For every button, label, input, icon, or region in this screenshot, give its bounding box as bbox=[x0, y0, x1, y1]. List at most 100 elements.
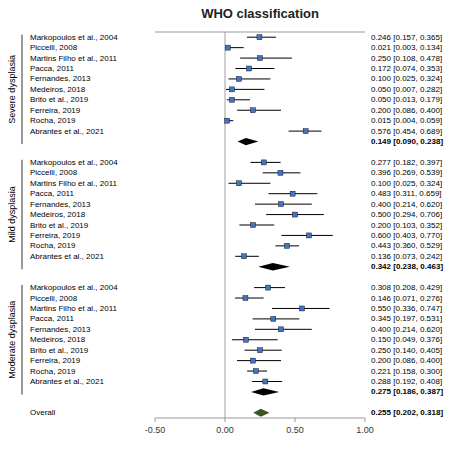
study-marker bbox=[290, 191, 295, 196]
study-name: Rocha, 2019 bbox=[30, 241, 76, 250]
ci-label: 0.288 [0.192, 0.408] bbox=[371, 377, 442, 386]
study-marker bbox=[278, 170, 283, 175]
overall-diamond bbox=[253, 409, 269, 417]
study-marker bbox=[230, 87, 235, 92]
summary-label: 0.275 [0.186, 0.387] bbox=[371, 387, 443, 396]
ci-line bbox=[235, 256, 259, 257]
study-name: Pacca, 2011 bbox=[30, 314, 74, 323]
ci-label: 0.246 [0.157, 0.365] bbox=[371, 33, 442, 42]
study-marker bbox=[303, 129, 308, 134]
study-marker bbox=[237, 181, 242, 186]
study-marker bbox=[266, 285, 271, 290]
study-marker bbox=[247, 66, 252, 71]
frame-top bbox=[155, 32, 365, 33]
study-marker bbox=[271, 316, 276, 321]
summary-diamond bbox=[251, 388, 279, 395]
ci-label: 0.600 [0.403, 0.770] bbox=[371, 231, 442, 240]
ci-label: 0.550 [0.336, 0.747] bbox=[371, 304, 442, 313]
ci-label: 0.136 [0.073, 0.242] bbox=[371, 252, 442, 261]
ci-line bbox=[237, 110, 281, 111]
study-marker bbox=[237, 76, 242, 81]
study-marker bbox=[258, 56, 263, 61]
ci-label: 0.100 [0.025, 0.324] bbox=[371, 179, 442, 188]
ci-label: 0.443 [0.360, 0.529] bbox=[371, 241, 442, 250]
ci-label: 0.250 [0.108, 0.478] bbox=[371, 54, 442, 63]
ci-line bbox=[240, 58, 292, 59]
study-marker bbox=[225, 45, 230, 50]
ci-line bbox=[235, 68, 274, 69]
ci-label: 0.400 [0.214, 0.620] bbox=[371, 200, 442, 209]
ci-label: 0.050 [0.013, 0.179] bbox=[371, 95, 442, 104]
study-name: Martins Filho et al., 2011 bbox=[30, 54, 118, 63]
study-marker bbox=[225, 118, 230, 123]
ci-line bbox=[232, 339, 278, 340]
x-tick bbox=[225, 418, 226, 422]
study-name: Markopoulos et al., 2004 bbox=[30, 283, 118, 292]
ci-label: 0.021 [0.003, 0.134] bbox=[371, 43, 442, 52]
study-name: Rocha, 2019 bbox=[30, 367, 76, 376]
ci-line bbox=[229, 78, 271, 79]
study-name: Brito et al., 2019 bbox=[30, 346, 89, 355]
study-name: Piccelli, 2008 bbox=[30, 168, 78, 177]
ci-label: 0.050 [0.007, 0.282] bbox=[371, 85, 442, 94]
study-name: Medeiros, 2018 bbox=[30, 335, 86, 344]
ci-line bbox=[237, 360, 281, 361]
study-name: Brito et al., 2019 bbox=[30, 221, 89, 230]
ci-label: 0.483 [0.311, 0.659] bbox=[371, 189, 442, 198]
x-tick-label: 1.00 bbox=[356, 425, 374, 435]
study-name: Markopoulos et al., 2004 bbox=[30, 158, 118, 167]
study-name: Medeiros, 2018 bbox=[30, 210, 86, 219]
ci-label: 0.100 [0.025, 0.324] bbox=[371, 74, 442, 83]
x-tick-label: 0.00 bbox=[216, 425, 234, 435]
group-bracket bbox=[22, 160, 23, 270]
marks bbox=[225, 35, 333, 417]
ci-label: 0.277 [0.182, 0.397] bbox=[371, 158, 442, 167]
study-marker bbox=[251, 358, 256, 363]
study-marker bbox=[307, 233, 312, 238]
summary-diamond bbox=[258, 263, 290, 270]
x-tick-label: -0.50 bbox=[145, 425, 166, 435]
ci-line bbox=[235, 298, 264, 299]
study-name: Piccelli, 2008 bbox=[30, 43, 78, 52]
study-marker bbox=[251, 223, 256, 228]
study-marker bbox=[243, 296, 248, 301]
study-marker bbox=[258, 348, 263, 353]
x-tick-label: 0.50 bbox=[286, 425, 304, 435]
study-name: Martins Filho et al., 2011 bbox=[30, 179, 118, 188]
group-label: Severe dysplasia bbox=[7, 55, 17, 124]
ci-label: 0.345 [0.197, 0.531] bbox=[371, 314, 442, 323]
study-name: Pacca, 2011 bbox=[30, 64, 74, 73]
ci-line bbox=[239, 225, 274, 226]
study-name: Fernandes, 2013 bbox=[30, 200, 91, 209]
ci-label: 0.308 [0.208, 0.429] bbox=[371, 283, 442, 292]
labels: Markopoulos et al., 2004 0.246 [0.157, 0.… bbox=[7, 33, 443, 418]
ci-label: 0.200 [0.086, 0.400] bbox=[371, 106, 442, 115]
study-name: Ferreira, 2019 bbox=[30, 356, 81, 365]
zero-line bbox=[225, 32, 226, 418]
ci-label: 0.146 [0.071, 0.276] bbox=[371, 294, 442, 303]
study-name: Ferreira, 2019 bbox=[30, 231, 81, 240]
ci-label: 0.200 [0.103, 0.352] bbox=[371, 221, 442, 230]
ci-label: 0.396 [0.269, 0.539] bbox=[371, 168, 442, 177]
study-name: Piccelli, 2008 bbox=[30, 294, 78, 303]
study-marker bbox=[242, 254, 247, 259]
study-marker bbox=[230, 97, 235, 102]
ci-label: 0.400 [0.214, 0.620] bbox=[371, 325, 442, 334]
x-tick bbox=[365, 418, 366, 422]
ci-label: 0.150 [0.049, 0.376] bbox=[371, 335, 442, 344]
study-marker bbox=[279, 327, 284, 332]
ci-line bbox=[245, 350, 282, 351]
study-marker bbox=[251, 108, 256, 113]
ci-line bbox=[229, 183, 271, 184]
group-label: Moderate dysplasia bbox=[7, 301, 17, 379]
summary-label: 0.342 [0.238, 0.463] bbox=[371, 262, 443, 271]
study-name: Martins Filho et al., 2011 bbox=[30, 304, 118, 313]
study-marker bbox=[257, 35, 262, 40]
ci-label: 0.500 [0.294, 0.706] bbox=[371, 210, 442, 219]
study-marker bbox=[263, 379, 268, 384]
x-axis-line bbox=[155, 418, 365, 419]
study-name: Abrantes et al., 2021 bbox=[30, 377, 104, 386]
summary-diamond bbox=[238, 138, 259, 145]
study-marker bbox=[285, 243, 290, 248]
ci-label: 0.250 [0.140, 0.405] bbox=[371, 346, 442, 355]
